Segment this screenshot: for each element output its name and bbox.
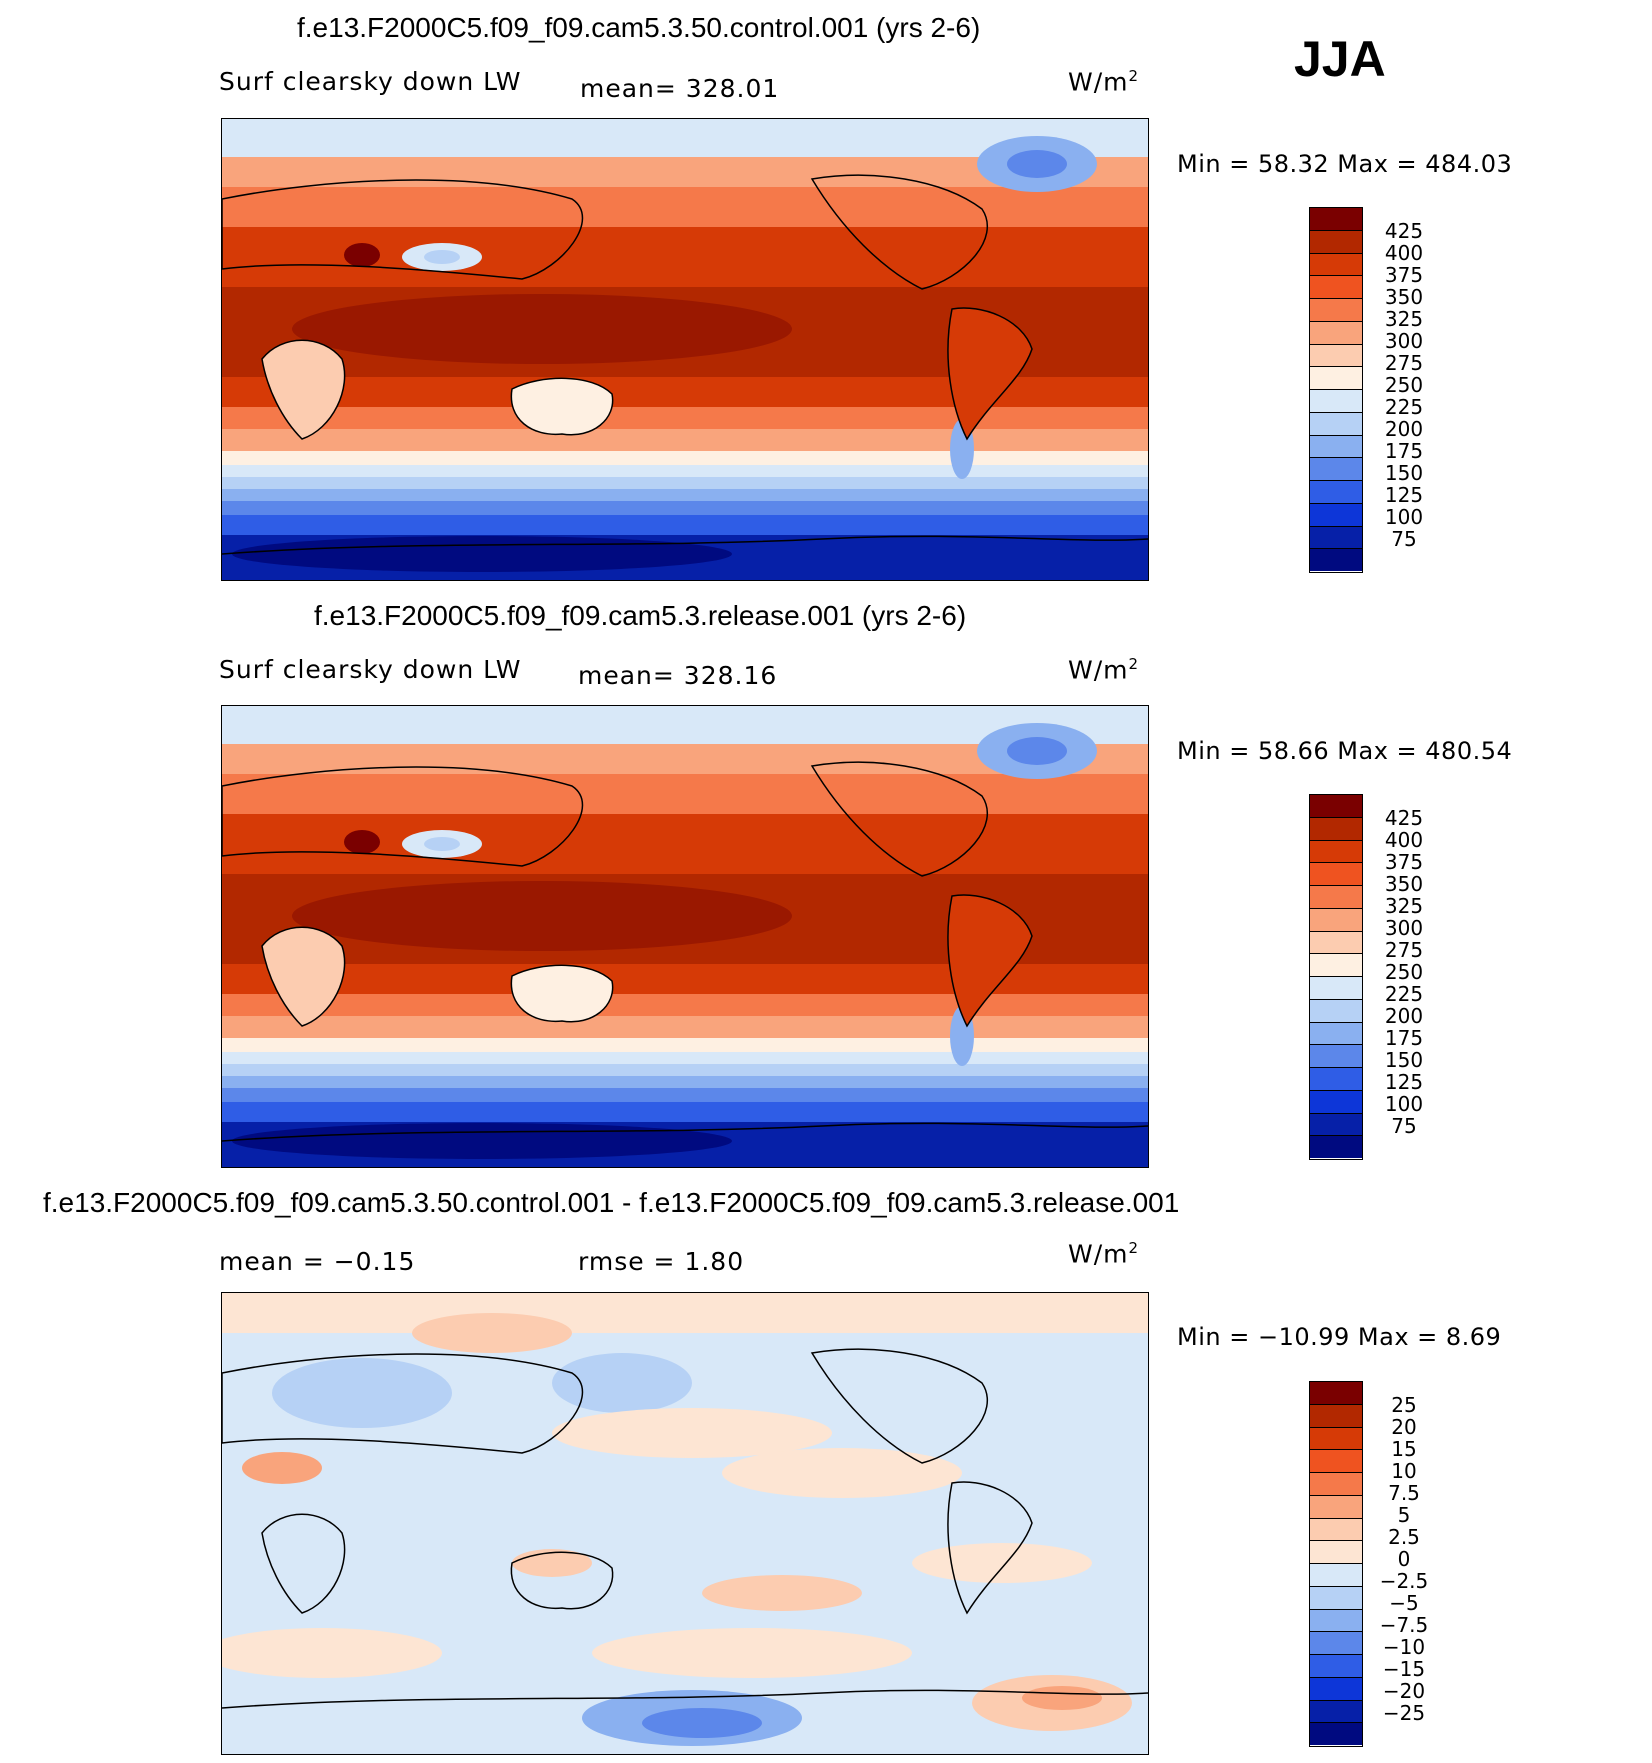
colorbar-tick: 250 xyxy=(1384,960,1424,984)
colorbar-tick: −10 xyxy=(1382,1635,1426,1659)
panel1-variable: Surf clearsky down LW xyxy=(219,67,522,96)
colorbar-tick: 150 xyxy=(1384,461,1424,485)
colorbar-tick: 7.5 xyxy=(1388,1481,1420,1505)
panel2-mean: mean= 328.16 xyxy=(578,661,778,690)
panel2-units: W/m2 xyxy=(1068,655,1140,685)
colorbar-tick: −2.5 xyxy=(1379,1569,1429,1593)
colorbar-tick: 325 xyxy=(1384,894,1424,918)
colorbar-tick: 100 xyxy=(1384,1092,1424,1116)
panel1-colorbar xyxy=(1309,207,1363,573)
colorbar-tick: −20 xyxy=(1382,1679,1426,1703)
colorbar-tick: −7.5 xyxy=(1379,1613,1429,1637)
colorbar-tick: 75 xyxy=(1391,527,1417,551)
panel2-variable: Surf clearsky down LW xyxy=(219,655,522,684)
panel1-map xyxy=(221,118,1149,581)
colorbar-tick: 175 xyxy=(1384,1026,1424,1050)
colorbar-tick: 250 xyxy=(1384,373,1424,397)
panel1-map-svg xyxy=(222,119,1148,580)
colorbar-tick: 400 xyxy=(1384,241,1424,265)
colorbar-tick: 2.5 xyxy=(1388,1525,1420,1549)
colorbar-tick: 275 xyxy=(1384,938,1424,962)
colorbar-tick: 225 xyxy=(1384,982,1424,1006)
panel3-map-svg xyxy=(222,1293,1148,1754)
colorbar-tick: 425 xyxy=(1384,219,1424,243)
panel2-map-svg xyxy=(222,706,1148,1167)
colorbar-tick: 200 xyxy=(1384,1004,1424,1028)
panel3-colorbar xyxy=(1309,1381,1363,1747)
colorbar-tick: 175 xyxy=(1384,439,1424,463)
colorbar-tick: −15 xyxy=(1382,1657,1426,1681)
season-label: JJA xyxy=(1294,31,1386,87)
colorbar-tick: 275 xyxy=(1384,351,1424,375)
panel3-units: W/m2 xyxy=(1068,1239,1140,1269)
colorbar-tick: 0 xyxy=(1397,1547,1411,1571)
panel2-minmax: Min = 58.66 Max = 480.54 xyxy=(1177,737,1513,765)
panel3-minmax: Min = −10.99 Max = 8.69 xyxy=(1177,1323,1502,1351)
colorbar-tick: 5 xyxy=(1397,1503,1411,1527)
colorbar-tick: 150 xyxy=(1384,1048,1424,1072)
colorbar-tick: −25 xyxy=(1382,1701,1426,1725)
colorbar-tick: 200 xyxy=(1384,417,1424,441)
panel1-units: W/m2 xyxy=(1068,67,1140,97)
panel2-colorbar xyxy=(1309,794,1363,1160)
colorbar-tick: 350 xyxy=(1384,285,1424,309)
colorbar-tick: 325 xyxy=(1384,307,1424,331)
colorbar-tick: 75 xyxy=(1391,1114,1417,1138)
colorbar-tick: 425 xyxy=(1384,806,1424,830)
colorbar-tick: 25 xyxy=(1391,1393,1417,1417)
panel1-minmax: Min = 58.32 Max = 484.03 xyxy=(1177,150,1513,178)
colorbar-tick: 375 xyxy=(1384,850,1424,874)
panel1-mean: mean= 328.01 xyxy=(580,74,780,103)
panel3-rmse: rmse = 1.80 xyxy=(578,1247,745,1276)
colorbar-tick: 15 xyxy=(1391,1437,1417,1461)
colorbar-tick: 225 xyxy=(1384,395,1424,419)
colorbar-tick: 350 xyxy=(1384,872,1424,896)
colorbar-tick: 300 xyxy=(1384,916,1424,940)
colorbar-tick: −5 xyxy=(1389,1591,1419,1615)
colorbar-tick: 125 xyxy=(1384,1070,1424,1094)
colorbar-tick: 125 xyxy=(1384,483,1424,507)
panel3-mean: mean = −0.15 xyxy=(219,1247,416,1276)
colorbar-tick: 10 xyxy=(1391,1459,1417,1483)
colorbar-tick: 20 xyxy=(1391,1415,1417,1439)
panel1-title: f.e13.F2000C5.f09_f09.cam5.3.50.control.… xyxy=(297,12,981,43)
panel2-map xyxy=(221,705,1149,1168)
panel2-title: f.e13.F2000C5.f09_f09.cam5.3.release.001… xyxy=(314,600,967,631)
colorbar-tick: 300 xyxy=(1384,329,1424,353)
panel3-title: f.e13.F2000C5.f09_f09.cam5.3.50.control.… xyxy=(43,1187,1180,1218)
colorbar-tick: 400 xyxy=(1384,828,1424,852)
colorbar-tick: 375 xyxy=(1384,263,1424,287)
colorbar-tick: 100 xyxy=(1384,505,1424,529)
panel3-map xyxy=(221,1292,1149,1755)
